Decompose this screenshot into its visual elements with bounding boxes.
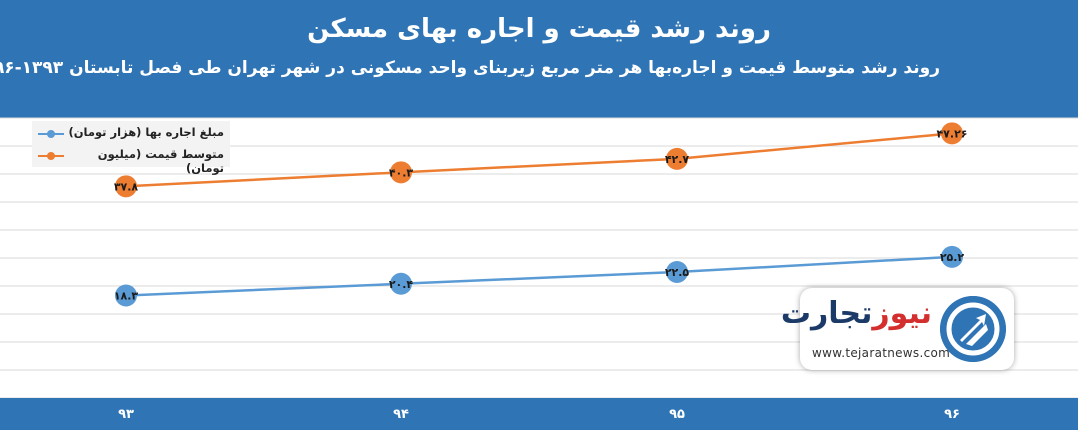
- data-point-rent-95: [666, 261, 688, 283]
- logo-wordmark: نیوزتجارت: [780, 296, 932, 331]
- data-point-rent-96: [941, 245, 963, 268]
- legend: مبلغ اجاره بها (هزار تومان) متوسط قیمت (…: [32, 121, 230, 175]
- legend-item-rent: مبلغ اجاره بها (هزار تومان): [38, 123, 224, 145]
- data-label-rent-96: ۲۵.۲: [940, 251, 965, 264]
- legend-marker-rent: [47, 130, 55, 138]
- chart-subtitle: روند رشد متوسط قیمت و اجاره‌بها هر متر م…: [0, 58, 940, 78]
- series-points: ۱۸.۳ ۲۰.۴ ۲۲.۵ ۲۵.۲ ۳۷.۸ ۴۰.۳ ۴۲.۷ ۴۷.۲۶: [114, 122, 968, 307]
- data-label-rent-93: ۱۸.۳: [114, 290, 139, 303]
- legend-label-rent: مبلغ اجاره بها (هزار تومان): [68, 125, 224, 139]
- chart-title: روند رشد قیمت و اجاره بهای مسکن: [307, 14, 771, 44]
- x-tick-94: ۹۴: [393, 407, 409, 422]
- data-point-price-94: [390, 161, 412, 184]
- data-label-price-96: ۴۷.۲۶: [936, 127, 967, 140]
- data-label-rent-94: ۲۰.۴: [389, 278, 414, 291]
- data-point-rent-94: [390, 272, 412, 295]
- logo-url: www.tejaratnews.com: [812, 346, 951, 360]
- gridlines: [0, 117, 1078, 399]
- x-tick-93: ۹۳: [118, 407, 134, 422]
- x-tick-96: ۹۶: [944, 407, 960, 422]
- legend-label-price: متوسط قیمت (میلیون تومان): [97, 147, 224, 175]
- legend-item-price: متوسط قیمت (میلیون تومان): [38, 145, 224, 175]
- legend-marker-price: [47, 152, 55, 160]
- series-line-rent: [125, 255, 953, 297]
- series-lines: [125, 132, 953, 297]
- data-point-price-93: [115, 175, 137, 198]
- data-label-price-95: ۴۲.۷: [665, 153, 690, 166]
- data-label-rent-95: ۲۲.۵: [665, 266, 690, 279]
- chart-header: روند رشد قیمت و اجاره بهای مسکن روند رشد…: [0, 0, 1078, 118]
- tejaratnews-logo: نیوزتجارت www.tejaratnews.com: [781, 288, 1014, 370]
- series-line-price: [125, 132, 953, 188]
- data-label-price-94: ۴۰.۳: [389, 166, 414, 179]
- data-point-price-95: [666, 147, 688, 170]
- x-tick-95: ۹۵: [669, 407, 685, 422]
- data-label-price-93: ۳۷.۸: [114, 180, 139, 193]
- x-axis-bar: [0, 398, 1078, 430]
- data-point-price-96: [941, 122, 963, 145]
- data-point-rent-93: [115, 284, 137, 307]
- logo-emblem-icon: [940, 296, 1006, 362]
